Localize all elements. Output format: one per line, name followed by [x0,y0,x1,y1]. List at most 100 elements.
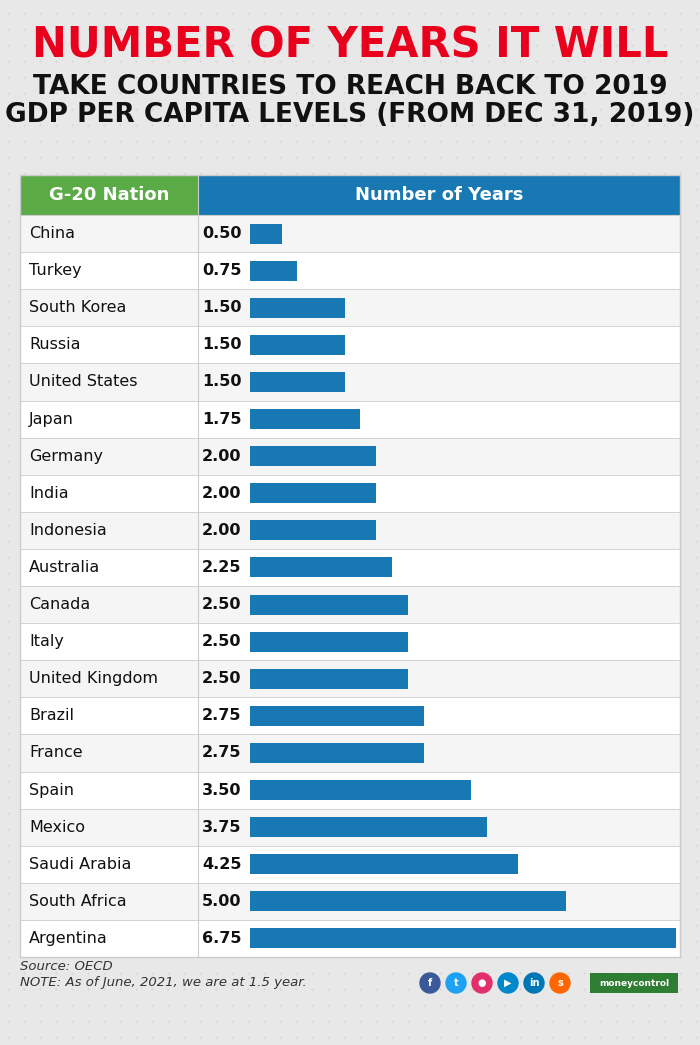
Text: 0.75: 0.75 [202,263,241,278]
Text: Indonesia: Indonesia [29,522,106,538]
Text: in: in [528,978,539,988]
Bar [250,928,676,949]
Text: Australia: Australia [29,560,100,575]
Bar [20,289,680,326]
Text: TAKE COUNTRIES TO REACH BACK TO 2019: TAKE COUNTRIES TO REACH BACK TO 2019 [33,74,667,100]
Bar [250,260,298,281]
Text: Turkey: Turkey [29,263,82,278]
Bar [20,697,680,735]
Bar [250,224,281,243]
Circle shape [420,973,440,993]
Bar [250,557,392,578]
Bar [250,743,424,763]
Bar [20,586,680,623]
Text: China: China [29,226,75,241]
Bar [20,512,680,549]
Text: India: India [29,486,69,501]
Text: South Africa: South Africa [29,893,127,909]
Bar [20,735,680,771]
Text: Argentina: Argentina [29,931,108,946]
Circle shape [524,973,544,993]
Text: 2.00: 2.00 [202,522,241,538]
Bar [20,845,680,883]
Circle shape [446,973,466,993]
Bar [250,483,376,504]
Text: Italy: Italy [29,634,64,649]
Text: 1.75: 1.75 [202,412,241,426]
Text: Canada: Canada [29,597,90,612]
Bar [20,771,680,809]
Text: ●: ● [477,978,486,988]
Text: 2.50: 2.50 [202,597,241,612]
Bar [20,809,680,845]
Circle shape [498,973,518,993]
Bar [20,400,680,438]
Bar [250,669,408,689]
Bar [20,920,680,957]
Bar [198,175,680,215]
Text: G-20 Nation: G-20 Nation [49,186,169,204]
Circle shape [550,973,570,993]
Text: South Korea: South Korea [29,300,127,316]
Bar [20,623,680,660]
Text: 4.25: 4.25 [202,857,241,872]
Bar [20,438,680,474]
Bar [20,660,680,697]
Text: GDP PER CAPITA LEVELS (FROM DEC 31, 2019): GDP PER CAPITA LEVELS (FROM DEC 31, 2019… [6,102,694,127]
Text: 3.50: 3.50 [202,783,241,797]
Bar [20,474,680,512]
Text: s: s [557,978,563,988]
Bar [250,298,344,318]
Text: 2.00: 2.00 [202,486,241,501]
Text: NOTE: As of June, 2021, we are at 1.5 year.: NOTE: As of June, 2021, we are at 1.5 ye… [20,976,307,989]
Text: moneycontrol: moneycontrol [599,978,669,988]
Bar [250,334,344,355]
Bar [250,854,518,875]
Text: Brazil: Brazil [29,709,74,723]
Bar [20,175,680,957]
Bar [20,175,198,215]
Text: France: France [29,745,83,761]
Text: Japan: Japan [29,412,74,426]
Text: ▶: ▶ [504,978,512,988]
Text: Source: OECD: Source: OECD [20,960,113,973]
Text: Mexico: Mexico [29,819,85,835]
Text: 6.75: 6.75 [202,931,241,946]
Text: 3.75: 3.75 [202,819,241,835]
Text: United Kingdom: United Kingdom [29,671,158,687]
Bar [20,364,680,400]
Bar [20,883,680,920]
Text: f: f [428,978,432,988]
Text: United States: United States [29,374,137,390]
Text: 1.50: 1.50 [202,374,241,390]
Bar [20,252,680,289]
Bar [250,631,408,652]
Text: 2.25: 2.25 [202,560,241,575]
Bar [20,549,680,586]
Text: Number of Years: Number of Years [355,186,523,204]
Bar [250,446,376,466]
Text: 2.50: 2.50 [202,671,241,687]
Bar [250,780,471,800]
Text: 0.50: 0.50 [202,226,241,241]
Text: Spain: Spain [29,783,74,797]
Bar [250,891,566,911]
Text: t: t [454,978,458,988]
Text: 1.50: 1.50 [202,300,241,316]
Text: Germany: Germany [29,448,103,464]
Text: Russia: Russia [29,338,80,352]
Bar [20,326,680,364]
Bar [250,817,486,837]
Text: 1.50: 1.50 [202,338,241,352]
Text: 2.50: 2.50 [202,634,241,649]
Text: Saudi Arabia: Saudi Arabia [29,857,132,872]
Bar [250,705,424,726]
Circle shape [472,973,492,993]
Text: 2.75: 2.75 [202,709,241,723]
Bar [590,973,678,993]
Text: 2.75: 2.75 [202,745,241,761]
Text: 2.00: 2.00 [202,448,241,464]
Bar [250,409,360,429]
Text: NUMBER OF YEARS IT WILL: NUMBER OF YEARS IT WILL [32,24,668,66]
Bar [250,372,344,392]
